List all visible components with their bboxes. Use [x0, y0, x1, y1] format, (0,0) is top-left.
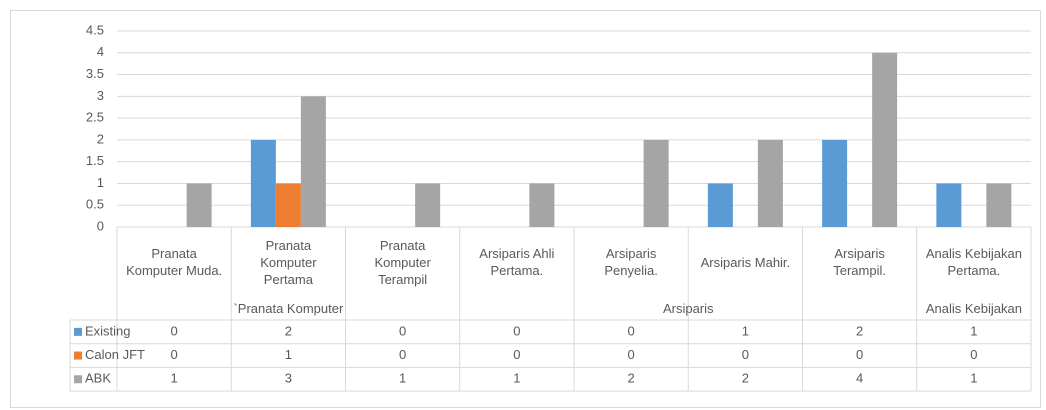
table-value: 0 — [399, 323, 406, 338]
table-value: 0 — [742, 347, 749, 362]
bar — [186, 183, 212, 227]
table-value: 2 — [742, 371, 749, 386]
table-value: 1 — [742, 323, 749, 338]
bar — [529, 183, 555, 227]
table-value: 1 — [171, 371, 178, 386]
table-value: 2 — [856, 323, 863, 338]
y-tick-label: 3.5 — [86, 66, 104, 81]
y-tick-label: 2.5 — [86, 110, 104, 125]
y-tick-label: 0 — [97, 218, 104, 233]
x-tick-label: Pranata Komputer Muda. — [126, 246, 223, 278]
table-value: 2 — [628, 371, 635, 386]
bar — [707, 183, 733, 227]
x-tick-label: Arsiparis Penyelia. — [604, 246, 658, 278]
table-value: 1 — [970, 371, 977, 386]
table-value: 4 — [856, 371, 863, 386]
y-tick-label: 0.5 — [86, 197, 104, 212]
table-value: 0 — [399, 347, 406, 362]
group-label: Arsiparis — [662, 300, 714, 316]
y-tick-label: 4 — [97, 44, 104, 59]
table-value: 0 — [513, 323, 520, 338]
x-tick-label: Arsiparis Terampil. — [833, 246, 886, 278]
y-tick-label: 4.5 — [86, 22, 104, 37]
x-tick-label: Arsiparis Mahir. — [700, 254, 791, 270]
legend-key — [74, 351, 82, 360]
bar — [415, 183, 441, 227]
table-value: 0 — [856, 347, 863, 362]
table-value: 1 — [970, 323, 977, 338]
legend-label: Calon JFT — [85, 347, 145, 362]
legend-label: ABK — [85, 371, 111, 386]
group-label: Analis Kebijakan — [925, 300, 1022, 316]
y-tick-label: 1.5 — [86, 153, 104, 168]
legend-key — [74, 375, 82, 384]
bar — [757, 139, 783, 227]
group-label: `Pranata Komputer — [233, 300, 344, 316]
table-value: 0 — [513, 347, 520, 362]
y-tick-label: 2 — [97, 131, 104, 146]
x-tick-label: Arsiparis Ahli Pertama. — [479, 246, 555, 278]
table-value: 0 — [171, 347, 178, 362]
bar — [275, 183, 301, 227]
legend-key — [74, 327, 82, 336]
table-value: 0 — [171, 323, 178, 338]
x-tick-label: Analis Kebijakan Pertama. — [925, 246, 1022, 278]
bar — [300, 96, 326, 227]
bar — [936, 183, 962, 227]
bar — [643, 139, 669, 227]
table-value: 1 — [513, 371, 520, 386]
y-tick-label: 3 — [97, 88, 104, 103]
bar — [872, 52, 898, 228]
x-tick-label: Pranata Komputer Pertama — [260, 237, 317, 287]
x-tick-label: Pranata Komputer Terampil — [374, 237, 431, 287]
table-value: 1 — [285, 347, 292, 362]
table-value: 0 — [970, 347, 977, 362]
table-value: 0 — [628, 347, 635, 362]
bar — [986, 183, 1012, 227]
legend-label: Existing — [85, 323, 131, 338]
table-value: 0 — [628, 323, 635, 338]
table-value: 2 — [285, 323, 292, 338]
y-tick-label: 1 — [97, 175, 104, 190]
chart-border — [10, 10, 1041, 408]
table-value: 3 — [285, 371, 292, 386]
table-value: 1 — [399, 371, 406, 386]
bar — [250, 139, 276, 227]
bar — [822, 139, 848, 227]
